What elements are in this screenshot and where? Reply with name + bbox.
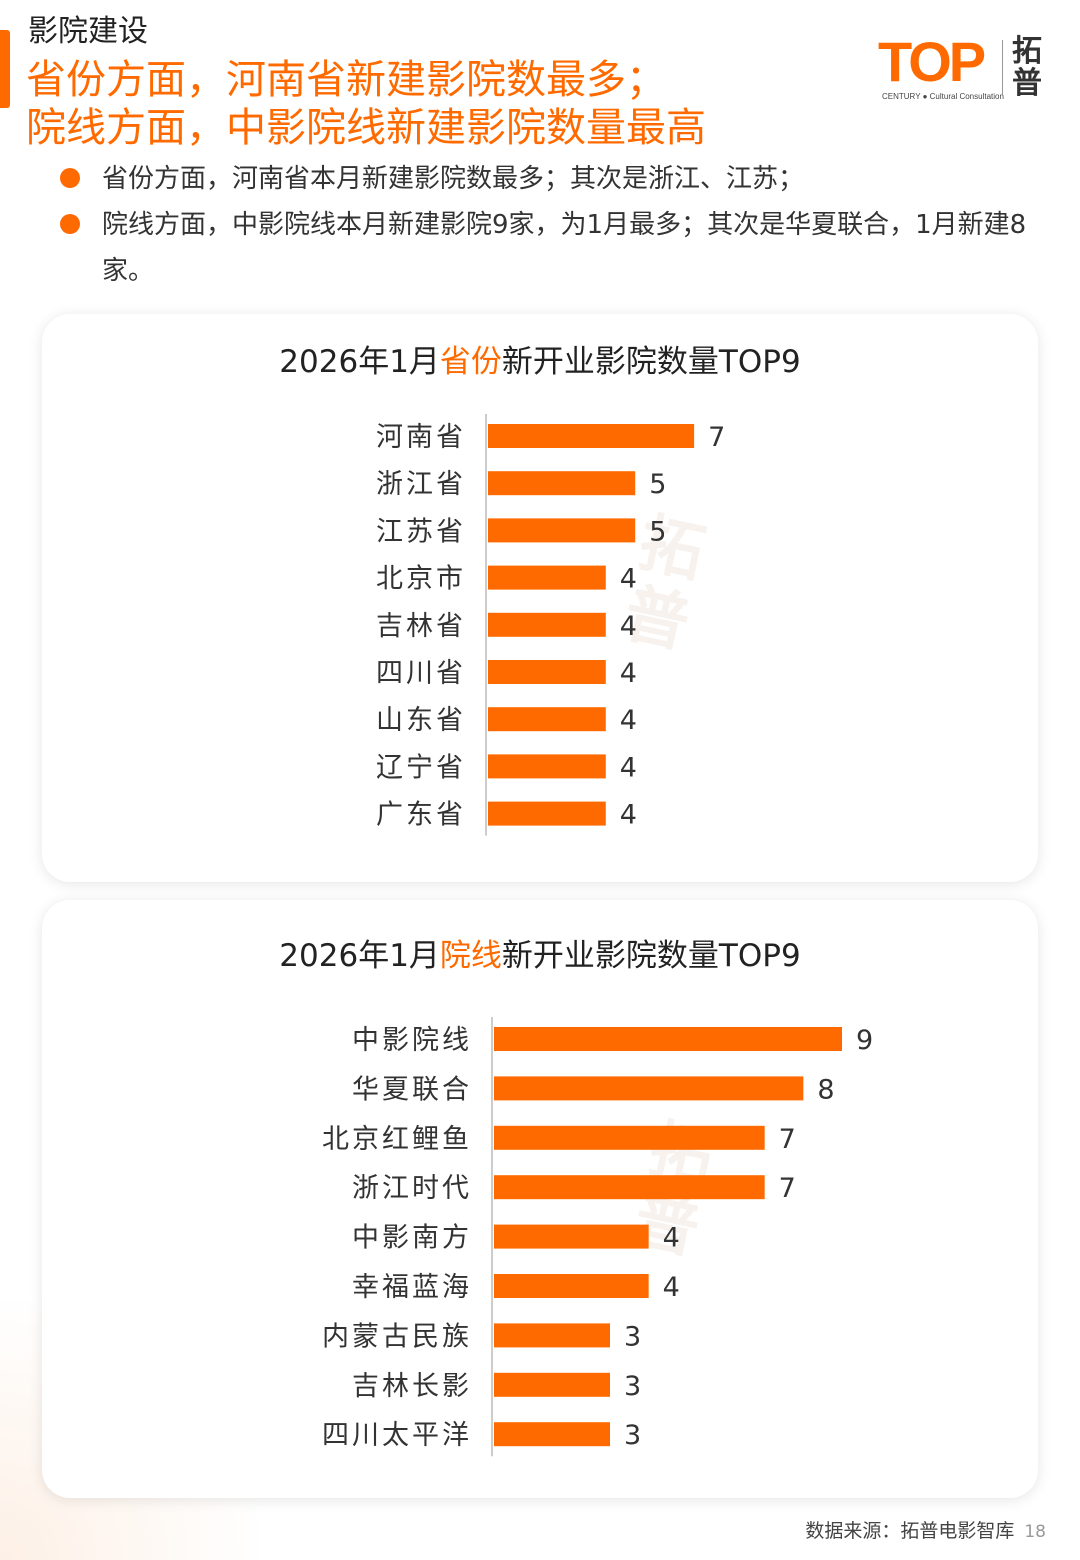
- circuit-chart-card: 拓普 2026年1月院线新开业影院数量TOP9 中影院线 9 华夏联合 8 北京红鲤鱼 7…: [42, 900, 1038, 1498]
- bar: [488, 565, 606, 590]
- category-tick-label: 幸福蓝海: [352, 1272, 472, 1303]
- page-number: 18: [1024, 1522, 1046, 1542]
- accent-bar: [0, 30, 10, 108]
- bar: [488, 707, 606, 732]
- category-tick-label: 辽宁省: [376, 752, 466, 783]
- category-tick-label: 河南省: [376, 422, 466, 453]
- bullet-dot-icon: [60, 214, 80, 234]
- category-tick-label: 广东省: [376, 800, 466, 831]
- bar-value-label: 4: [620, 658, 637, 689]
- bar: [494, 1372, 610, 1397]
- bar: [494, 1076, 804, 1101]
- category-tick-label: 吉林省: [376, 611, 466, 642]
- bullet-item: 院线方面，中影院线本月新建影院9家，为1月最多；其次是华夏联合，1月新建8家。: [58, 202, 1038, 294]
- bar: [488, 754, 606, 779]
- category-tick-label: 北京红鲤鱼: [322, 1124, 472, 1155]
- bar-value-label: 4: [620, 705, 637, 736]
- bar-value-label: 9: [856, 1025, 873, 1056]
- category-tick-label: 中影院线: [352, 1025, 472, 1056]
- section-label: 影院建设: [28, 14, 148, 49]
- bar-value-label: 3: [624, 1321, 641, 1352]
- footer: 数据来源：拓普电影智库 18: [805, 1516, 1046, 1543]
- summary-bullets: 省份方面，河南省本月新建影院数最多；其次是浙江、江苏； 院线方面，中影院线本月新…: [58, 156, 1038, 294]
- bar-value-label: 4: [620, 611, 637, 642]
- category-tick-label: 内蒙古民族: [322, 1321, 472, 1352]
- bar-value-label: 3: [624, 1371, 641, 1402]
- chart-title-highlight: 省份: [439, 344, 502, 380]
- logo-subtitle: CENTURY ● Cultural Consultation: [882, 92, 1004, 101]
- province-bar-chart: 河南省 7 浙江省 5 江苏省 5 北京市 4 吉林省 4 四川省 4 山东省 4 辽宁省 4 广东省 4: [376, 414, 725, 836]
- category-tick-label: 四川太平洋: [322, 1420, 472, 1451]
- bar: [488, 424, 695, 448]
- bar: [494, 1422, 610, 1447]
- bar: [488, 660, 606, 684]
- chart-title: 2026年1月省份新开业影院数量TOP9: [42, 342, 1038, 382]
- bar: [494, 1274, 649, 1298]
- bar: [488, 801, 606, 826]
- chart-title-prefix: 2026年1月: [279, 938, 440, 974]
- bullet-item: 省份方面，河南省本月新建影院数最多；其次是浙江、江苏；: [58, 156, 1038, 202]
- logo-divider: [1002, 40, 1003, 96]
- bar-value-label: 4: [620, 564, 637, 595]
- page-headline: 省份方面，河南省新建影院数最多； 院线方面，中影院线新建影院数量最高: [26, 56, 846, 152]
- bar: [494, 1175, 765, 1200]
- bar-value-label: 5: [649, 516, 666, 547]
- circuit-bar-chart: 中影院线 9 华夏联合 8 北京红鲤鱼 7 浙江时代 7 中影南方 4 幸福蓝海 4 内蒙古民族 3 吉林长…: [322, 1017, 873, 1457]
- bar-value-label: 7: [779, 1173, 796, 1204]
- headline-line-1: 省份方面，河南省新建影院数最多；: [26, 57, 666, 103]
- category-tick-label: 江苏省: [376, 516, 466, 547]
- bar-value-label: 7: [708, 422, 725, 453]
- bar: [494, 1224, 649, 1249]
- chart-title-highlight: 院线: [439, 938, 502, 974]
- category-tick-label: 吉林长影: [352, 1371, 472, 1402]
- bar-value-label: 5: [649, 469, 666, 500]
- logo-brand-name: 拓普: [1012, 34, 1042, 101]
- province-chart-card: 拓普 2026年1月省份新开业影院数量TOP9 河南省 7 浙江省 5 江苏省 5 北京市 4…: [42, 314, 1038, 882]
- bar-value-label: 8: [817, 1074, 834, 1105]
- category-tick-label: 中影南方: [352, 1223, 472, 1254]
- bar: [494, 1125, 765, 1150]
- category-tick-label: 浙江省: [376, 469, 466, 500]
- bar: [488, 471, 636, 496]
- brand-logo: TOP CENTURY ● Cultural Consultation 拓普: [878, 32, 1058, 106]
- bar-value-label: 4: [663, 1272, 680, 1303]
- bar: [488, 612, 606, 637]
- bar-value-label: 4: [620, 800, 637, 831]
- bullet-text: 院线方面，中影院线本月新建影院9家，为1月最多；其次是华夏联合，1月新建8家。: [102, 210, 1027, 286]
- bar-value-label: 7: [779, 1124, 796, 1155]
- bar: [494, 1323, 610, 1348]
- category-tick-label: 北京市: [376, 564, 466, 595]
- chart-title-suffix: 新开业影院数量TOP9: [501, 344, 801, 380]
- bullet-dot-icon: [60, 168, 80, 188]
- bar-value-label: 4: [620, 752, 637, 783]
- chart-title: 2026年1月院线新开业影院数量TOP9: [42, 936, 1038, 976]
- category-tick-label: 四川省: [376, 658, 466, 689]
- chart-title-prefix: 2026年1月: [279, 344, 440, 380]
- category-tick-label: 华夏联合: [352, 1074, 472, 1105]
- category-tick-label: 山东省: [376, 705, 466, 736]
- chart-title-suffix: 新开业影院数量TOP9: [501, 938, 801, 974]
- bar: [494, 1027, 842, 1051]
- bullet-text: 省份方面，河南省本月新建影院数最多；其次是浙江、江苏；: [102, 164, 805, 194]
- logo-wordmark: TOP: [878, 30, 986, 93]
- data-source: 数据来源：拓普电影智库: [805, 1520, 1015, 1542]
- bar-value-label: 4: [663, 1223, 680, 1254]
- bar: [488, 518, 636, 543]
- bar-value-label: 3: [624, 1420, 641, 1451]
- headline-line-2: 院线方面，中影院线新建影院数量最高: [26, 105, 706, 151]
- category-tick-label: 浙江时代: [352, 1173, 472, 1204]
